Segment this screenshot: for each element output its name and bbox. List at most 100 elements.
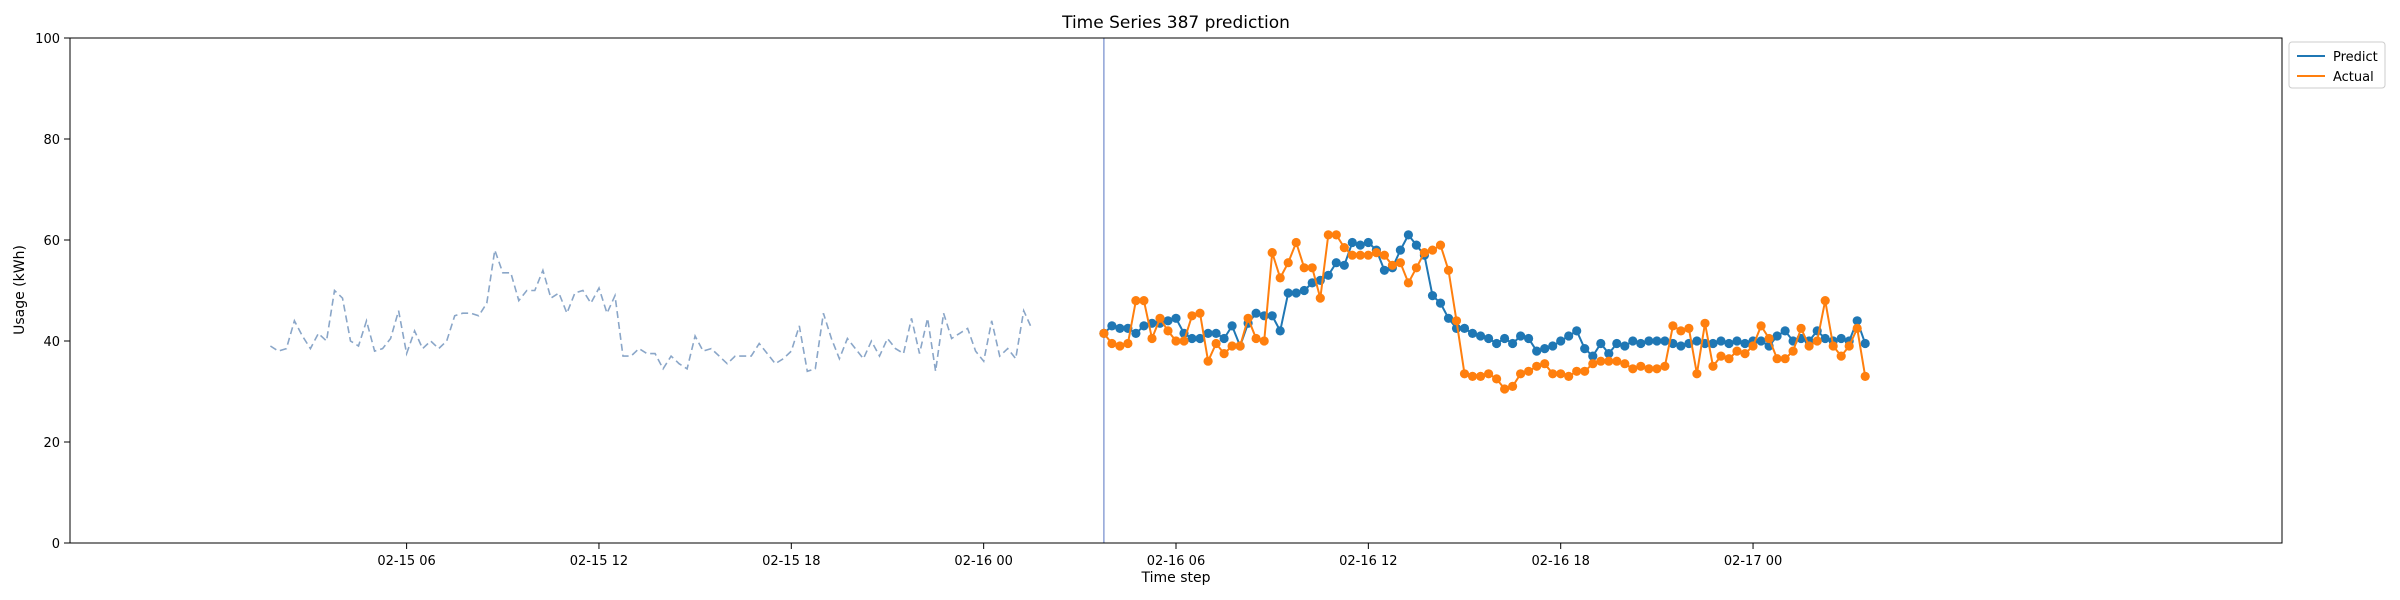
x-tick-label: 02-16 18: [1531, 554, 1589, 569]
predict-point: [1772, 331, 1782, 341]
x-tick-label: 02-15 18: [762, 554, 820, 569]
actual-point: [1828, 341, 1838, 351]
actual-point: [1820, 296, 1830, 306]
actual-point: [1315, 293, 1325, 303]
actual-point: [1171, 336, 1181, 346]
actual-point: [1540, 359, 1550, 369]
actual-point: [1548, 369, 1558, 379]
predict-point: [1532, 346, 1542, 356]
history-line: [269, 249, 1033, 373]
actual-point: [1099, 328, 1109, 338]
actual-point: [1395, 258, 1405, 268]
actual-point: [1139, 296, 1149, 306]
actual-point: [1700, 318, 1710, 328]
actual-point: [1604, 356, 1614, 366]
series-layer: [1099, 230, 1870, 394]
predict-point: [1339, 260, 1349, 270]
predict-point: [1524, 333, 1534, 344]
predict-point: [1267, 311, 1277, 321]
actual-point: [1836, 351, 1846, 361]
actual-point: [1572, 366, 1582, 376]
actual-point: [1131, 296, 1141, 306]
actual-point: [1500, 384, 1510, 394]
actual-point: [1179, 336, 1189, 346]
predict-point: [1131, 328, 1141, 338]
plot-frame: [69, 37, 2283, 544]
predict-point: [1219, 333, 1229, 344]
x-tick-label: 02-16 12: [1339, 554, 1397, 569]
x-tick-label: 02-17 00: [1724, 554, 1782, 569]
actual-point: [1508, 381, 1518, 391]
actual-point: [1371, 248, 1381, 258]
actual-point: [1419, 248, 1429, 258]
predict-point: [1115, 323, 1125, 333]
predict-point: [1187, 333, 1197, 344]
predict-point: [1588, 351, 1598, 361]
y-tick-label: 20: [43, 436, 60, 451]
actual-point: [1435, 240, 1446, 250]
actual-point: [1379, 250, 1389, 260]
predict-point: [1740, 338, 1750, 349]
actual-point: [1387, 260, 1397, 270]
history-layer: [269, 249, 1033, 373]
predict-point: [1852, 316, 1862, 326]
x-tick-label: 02-15 12: [570, 554, 628, 569]
actual-point: [1267, 248, 1277, 258]
actual-point: [1443, 265, 1454, 275]
actual-point: [1227, 341, 1237, 351]
actual-point: [1299, 263, 1309, 273]
predict-point: [1548, 341, 1558, 351]
predict-point: [1492, 338, 1502, 349]
predict-point: [1251, 308, 1261, 318]
actual-point: [1580, 366, 1590, 376]
predict-point: [1211, 328, 1221, 338]
actual-point: [1107, 338, 1117, 349]
actual-point: [1363, 250, 1373, 260]
actual-point: [1163, 326, 1173, 336]
predict-point: [1580, 344, 1590, 354]
actual-legend-label: Actual: [2333, 70, 2374, 85]
actual-point: [1844, 341, 1854, 351]
predict-point: [1692, 336, 1702, 346]
actual-point: [1588, 359, 1598, 369]
actual-point: [1780, 354, 1790, 364]
actual-point: [1612, 356, 1622, 366]
actual-point: [1668, 321, 1678, 331]
x-tick-label: 02-16 00: [954, 554, 1012, 569]
actual-point: [1275, 273, 1285, 283]
predict-point: [1195, 333, 1205, 344]
predict-point: [1323, 270, 1333, 280]
actual-point: [1195, 308, 1205, 318]
predict-point: [1644, 336, 1654, 346]
axes-group: 0 20 40 60 80 100 02-15 06 02-15 12 02-15 18 02-1…: [35, 32, 1782, 569]
actual-point: [1251, 333, 1261, 344]
predict-point: [1363, 237, 1373, 248]
predict-point: [1484, 333, 1494, 344]
legend: Predict Actual: [2288, 41, 2386, 89]
actual-point: [1740, 349, 1750, 359]
predict-point: [1307, 278, 1317, 288]
predict-point: [1572, 326, 1582, 336]
predict-point: [1331, 258, 1341, 268]
predict-point: [1652, 336, 1662, 346]
y-tick-label: 40: [43, 335, 60, 350]
predict-point: [1836, 333, 1846, 344]
actual-point: [1187, 311, 1197, 321]
predict-point: [1564, 331, 1574, 341]
predict-point: [1411, 240, 1421, 250]
actual-point: [1243, 313, 1253, 323]
predict-legend-label: Predict: [2333, 50, 2378, 65]
y-tick-label: 100: [35, 32, 60, 47]
actual-point: [1203, 356, 1213, 366]
predict-point: [1612, 338, 1622, 349]
actual-point: [1620, 359, 1630, 369]
predict-point: [1403, 230, 1413, 240]
actual-point: [1660, 361, 1670, 371]
y-tick-label: 0: [52, 537, 60, 552]
predict-point: [1556, 336, 1566, 346]
actual-point: [1644, 364, 1654, 374]
actual-point: [1732, 346, 1742, 356]
actual-point: [1403, 278, 1413, 288]
predict-point: [1732, 336, 1742, 346]
